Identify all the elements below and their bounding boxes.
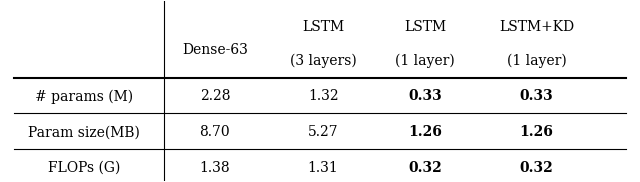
Text: Param size(MB): Param size(MB) (28, 125, 140, 139)
Text: (3 layers): (3 layers) (290, 53, 356, 68)
Text: (1 layer): (1 layer) (507, 53, 566, 68)
Text: 1.38: 1.38 (200, 161, 230, 175)
Text: 0.32: 0.32 (408, 161, 442, 175)
Text: 1.26: 1.26 (408, 125, 442, 139)
Text: Dense-63: Dense-63 (182, 43, 248, 57)
Text: LSTM+KD: LSTM+KD (499, 20, 574, 34)
Text: 8.70: 8.70 (200, 125, 230, 139)
Text: 0.33: 0.33 (520, 89, 554, 103)
Text: # params (M): # params (M) (35, 89, 133, 104)
Text: 0.32: 0.32 (520, 161, 554, 175)
Text: LSTM: LSTM (404, 20, 446, 34)
Text: LSTM: LSTM (302, 20, 344, 34)
Text: FLOPs (G): FLOPs (G) (48, 161, 120, 175)
Text: 0.33: 0.33 (408, 89, 442, 103)
Text: 5.27: 5.27 (308, 125, 339, 139)
Text: 1.31: 1.31 (308, 161, 339, 175)
Text: 1.32: 1.32 (308, 89, 339, 103)
Text: (1 layer): (1 layer) (396, 53, 455, 68)
Text: 1.26: 1.26 (520, 125, 554, 139)
Text: 2.28: 2.28 (200, 89, 230, 103)
